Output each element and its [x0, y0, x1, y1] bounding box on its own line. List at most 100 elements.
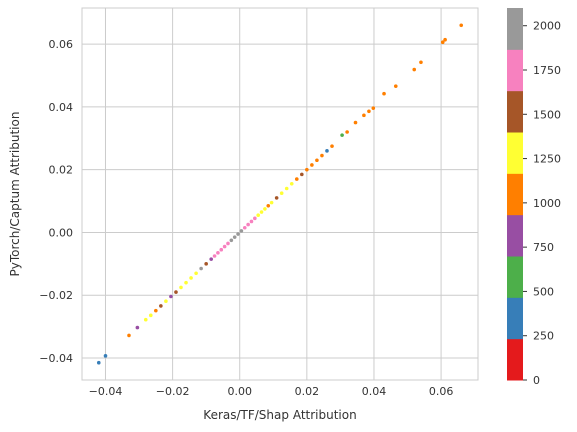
scatter-point	[159, 304, 163, 308]
colorbar-segment	[507, 49, 523, 92]
scatter-point	[459, 23, 464, 28]
y-tick-labels: −0.04 −0.02 0.00 0.02 0.04 0.06	[39, 38, 73, 365]
x-tick-labels: −0.04 −0.02 0.00 0.02 0.04 0.06	[89, 385, 454, 398]
scatter-point	[135, 325, 140, 330]
scatter-point	[294, 177, 299, 181]
scatter-point	[204, 262, 208, 266]
scatter-point	[382, 91, 386, 96]
scatter-point	[310, 163, 314, 167]
scatter-point	[367, 109, 371, 114]
scatter-point	[393, 84, 398, 88]
scatter-point	[232, 235, 237, 239]
scatter-point	[174, 290, 178, 294]
scatter-point	[263, 207, 267, 211]
scatter-point	[103, 354, 108, 358]
colorbar-tick-label: 250	[533, 330, 554, 343]
data-points	[96, 23, 464, 365]
scatter-point	[269, 200, 274, 205]
colorbar-tick-label: 0	[533, 374, 540, 387]
scatter-point	[440, 40, 445, 45]
scatter-point	[320, 153, 324, 158]
scatter-point	[194, 271, 198, 276]
y-tick-label: −0.04	[39, 352, 73, 365]
scatter-point	[274, 196, 279, 200]
x-tick-label: 0.00	[227, 385, 252, 398]
scatter-point	[222, 244, 227, 249]
y-tick-label: 0.06	[49, 38, 74, 51]
scatter-point	[96, 360, 101, 365]
scatter-point	[362, 113, 366, 118]
scatter-point	[246, 222, 250, 227]
scatter-point	[419, 60, 423, 65]
x-tick-label: 0.02	[295, 385, 320, 398]
scatter-point	[219, 247, 224, 252]
colorbar-tick-label: 1000	[533, 197, 561, 210]
scatter-point	[371, 106, 376, 110]
scatter-point	[259, 210, 264, 214]
x-tick-label: −0.02	[156, 385, 190, 398]
scatter-point	[164, 299, 168, 304]
scatter-point	[300, 172, 304, 177]
y-tick-label: 0.00	[49, 226, 74, 239]
scatter-point	[266, 203, 271, 208]
scatter-point	[189, 276, 193, 280]
x-tick-label: 0.06	[429, 385, 454, 398]
scatter-point	[229, 238, 234, 243]
scatter-point	[253, 216, 257, 221]
scatter-point	[305, 167, 309, 172]
colorbar-tick-label: 1500	[533, 108, 561, 121]
grid-lines	[82, 8, 478, 380]
colorbar-tick-label: 2000	[533, 20, 561, 33]
scatter-point	[412, 67, 417, 72]
colorbar-segment	[507, 297, 523, 340]
scatter-point	[256, 213, 260, 217]
y-tick-label: 0.02	[49, 164, 74, 177]
scatter-point	[216, 251, 220, 255]
scatter-point	[345, 130, 349, 134]
colorbar-segment	[507, 256, 523, 298]
colorbar-tick-label: 1250	[533, 153, 561, 166]
y-tick-label: −0.02	[39, 289, 73, 302]
scatter-point	[209, 257, 214, 261]
x-tick-label: −0.04	[89, 385, 123, 398]
scatter-point	[199, 266, 203, 271]
scatter-point	[127, 333, 131, 338]
scatter-point	[443, 37, 447, 42]
scatter-point	[154, 308, 158, 313]
plot-background	[81, 7, 479, 381]
x-axis-label: Keras/TF/Shap Attribution	[203, 408, 356, 422]
scatter-point	[226, 241, 230, 246]
y-axis-label: PyTorch/Captum Attribution	[8, 112, 22, 277]
colorbar-segment	[507, 338, 523, 381]
scatter-point	[143, 317, 148, 322]
scatter-point	[249, 219, 254, 224]
colorbar-tick-label: 500	[533, 285, 554, 298]
colorbar-segment	[507, 132, 523, 174]
scatter-point	[148, 313, 153, 318]
y-tick-label: 0.04	[49, 101, 74, 114]
scatter-point	[284, 186, 289, 191]
scatter-point	[179, 285, 183, 290]
scatter-point	[353, 120, 358, 125]
colorbar-segment	[507, 173, 523, 216]
scatter-point	[315, 158, 319, 163]
colorbar-segment	[507, 8, 523, 50]
scatter-point	[169, 294, 173, 299]
scatter-point	[242, 225, 247, 230]
scatter-point	[289, 181, 294, 186]
scatter-point	[184, 280, 188, 285]
colorbar-tick-label: 1750	[533, 64, 561, 77]
colorbar-segment	[507, 214, 523, 257]
colorbar-segment	[507, 90, 523, 133]
scatter-point	[330, 144, 334, 148]
scatter-point	[279, 191, 284, 196]
colorbar-tick-labels: 0 250 500 750 1000 1250 1500 1750 2000	[523, 20, 561, 387]
scatter-point	[236, 232, 240, 236]
colorbar	[507, 8, 523, 381]
scatter-point	[239, 229, 244, 233]
scatter-point	[212, 254, 217, 258]
x-tick-label: 0.04	[362, 385, 387, 398]
scatter-point	[325, 149, 329, 153]
colorbar-tick-label: 750	[533, 241, 554, 254]
